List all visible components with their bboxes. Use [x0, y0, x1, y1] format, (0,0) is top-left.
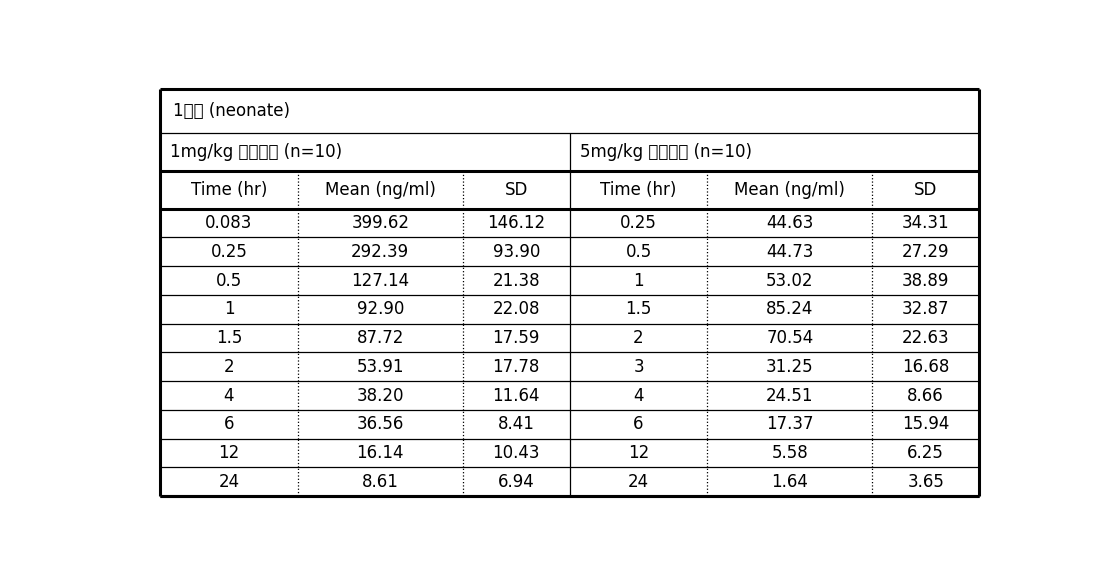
Text: 292.39: 292.39 [352, 243, 409, 261]
Text: 24: 24 [628, 473, 649, 491]
Text: 0.5: 0.5 [625, 243, 652, 261]
Text: 24.51: 24.51 [766, 386, 814, 405]
Text: SD: SD [505, 181, 528, 199]
Text: 1.5: 1.5 [216, 329, 242, 347]
Text: 70.54: 70.54 [766, 329, 813, 347]
Text: 127.14: 127.14 [352, 271, 409, 290]
Text: 24: 24 [218, 473, 240, 491]
Text: 4: 4 [224, 386, 234, 405]
Text: 31.25: 31.25 [766, 358, 814, 376]
Text: 8.41: 8.41 [498, 415, 535, 434]
Text: 16.68: 16.68 [902, 358, 949, 376]
Text: 38.20: 38.20 [356, 386, 404, 405]
Text: 36.56: 36.56 [357, 415, 404, 434]
Text: 16.14: 16.14 [356, 444, 404, 462]
Text: Time (hr): Time (hr) [600, 181, 676, 199]
Text: Mean (ng/ml): Mean (ng/ml) [325, 181, 436, 199]
Text: 5.58: 5.58 [772, 444, 808, 462]
Text: 85.24: 85.24 [766, 300, 814, 319]
Text: 3: 3 [633, 358, 644, 376]
Text: 1mg/kg 정맥투여 (n=10): 1mg/kg 정맥투여 (n=10) [171, 143, 343, 161]
Text: 10.43: 10.43 [492, 444, 540, 462]
Text: 1: 1 [633, 271, 644, 290]
Text: 0.25: 0.25 [211, 243, 247, 261]
Text: 8.66: 8.66 [907, 386, 944, 405]
Text: 15.94: 15.94 [902, 415, 949, 434]
Text: 12: 12 [218, 444, 240, 462]
Text: 6: 6 [224, 415, 234, 434]
Text: 4: 4 [633, 386, 643, 405]
Text: 12: 12 [628, 444, 649, 462]
Text: 53.02: 53.02 [766, 271, 814, 290]
Text: 27.29: 27.29 [902, 243, 949, 261]
Text: Mean (ng/ml): Mean (ng/ml) [734, 181, 845, 199]
Text: 22.08: 22.08 [492, 300, 540, 319]
Text: 17.37: 17.37 [766, 415, 814, 434]
Text: 22.63: 22.63 [902, 329, 949, 347]
Text: 44.63: 44.63 [766, 214, 814, 232]
Text: 146.12: 146.12 [487, 214, 546, 232]
Text: 44.73: 44.73 [766, 243, 814, 261]
Text: 1.64: 1.64 [772, 473, 808, 491]
Text: 3.65: 3.65 [907, 473, 944, 491]
Text: 93.90: 93.90 [492, 243, 540, 261]
Text: 6.94: 6.94 [498, 473, 535, 491]
Text: 21.38: 21.38 [492, 271, 540, 290]
Text: 0.5: 0.5 [216, 271, 242, 290]
Text: 0.25: 0.25 [620, 214, 657, 232]
Text: 17.78: 17.78 [492, 358, 540, 376]
Text: 87.72: 87.72 [357, 329, 404, 347]
Text: Time (hr): Time (hr) [191, 181, 267, 199]
Text: 399.62: 399.62 [352, 214, 409, 232]
Text: 32.87: 32.87 [902, 300, 949, 319]
Text: 53.91: 53.91 [356, 358, 404, 376]
Text: 1: 1 [224, 300, 234, 319]
Text: 1주령 (neonate): 1주령 (neonate) [173, 102, 291, 120]
Text: 8.61: 8.61 [362, 473, 399, 491]
Text: SD: SD [914, 181, 937, 199]
Text: 17.59: 17.59 [492, 329, 540, 347]
Text: 34.31: 34.31 [902, 214, 949, 232]
Text: 2: 2 [224, 358, 234, 376]
Text: 2: 2 [633, 329, 644, 347]
Text: 5mg/kg 경구투여 (n=10): 5mg/kg 경구투여 (n=10) [580, 143, 752, 161]
Text: 0.083: 0.083 [205, 214, 253, 232]
Text: 38.89: 38.89 [902, 271, 949, 290]
Text: 11.64: 11.64 [492, 386, 540, 405]
Text: 92.90: 92.90 [357, 300, 404, 319]
Text: 6: 6 [633, 415, 643, 434]
Text: 6.25: 6.25 [907, 444, 944, 462]
Text: 1.5: 1.5 [625, 300, 652, 319]
